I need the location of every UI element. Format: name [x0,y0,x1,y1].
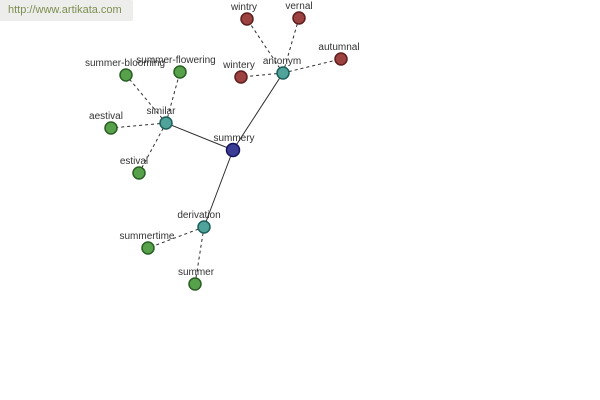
graph-node-autumnal[interactable] [334,52,348,66]
graph-node-wintry[interactable] [240,12,254,26]
graph-node-label-summery: summery [213,133,254,144]
graph-edge-antonym-wintry [246,18,284,74]
graph-edge-derivation-summertime [147,226,205,249]
graph-edge-antonym-wintery [240,72,284,78]
graph-node-summer[interactable] [188,277,202,291]
graph-node-label-wintry: wintry [230,2,257,13]
graph-node-aestival[interactable] [104,121,118,135]
graph-node-label-estival: estival [120,156,148,167]
graph-edge-antonym-autumnal [282,58,342,74]
graph-edge-similar-aestival [110,122,167,129]
graph-node-label-summer-flowering: summer-flowering [136,55,215,66]
graph-node-summer-blooming[interactable] [119,68,133,82]
graph-edge-summery-similar [165,122,234,151]
graph-edge-similar-summer-blooming [125,74,167,124]
graph-node-derivation[interactable] [197,220,211,234]
graph-node-vernal[interactable] [292,11,306,25]
graph-node-summer-flowering[interactable] [173,65,187,79]
graph-node-label-aestival: aestival [89,111,123,122]
graph-node-label-wintery: wintery [222,60,255,71]
graph-node-label-derivation: derivation [177,210,220,221]
graph-node-label-summertime: summertime [119,231,174,242]
graph-node-label-antonym: antonym [263,56,301,67]
graph-node-summery[interactable] [225,142,241,158]
graph-edge-derivation-summer [194,226,205,285]
graph-node-estival[interactable] [132,166,146,180]
graph-edge-similar-summer-flowering [165,71,181,124]
graph-node-antonym[interactable] [276,66,290,80]
graph-edge-summery-derivation [203,149,234,228]
graph-node-label-summer-blooming: summer-blooming [85,58,165,69]
graph-edge-summery-antonym [232,72,284,151]
graph-node-wintery[interactable] [234,70,248,84]
graph-node-summertime[interactable] [141,241,155,255]
graph-node-label-similar: similar [147,106,177,117]
graph-node-label-summer: summer [178,267,215,278]
graph-node-label-vernal: vernal [285,1,312,12]
source-url-label: http://www.artikata.com [0,0,133,21]
graph-node-similar[interactable] [159,116,173,130]
graph-node-label-autumnal: autumnal [318,42,359,53]
